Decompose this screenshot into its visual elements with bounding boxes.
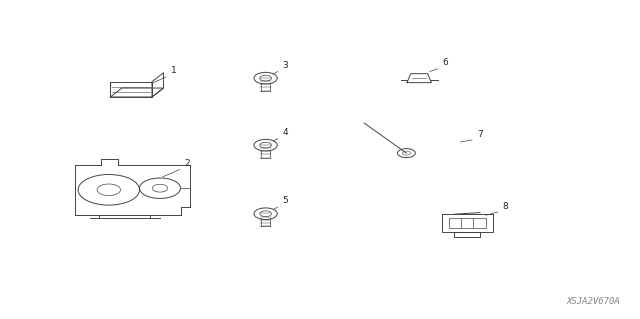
Text: XSJA2V670A: XSJA2V670A [567,297,621,306]
Text: 5: 5 [282,196,288,205]
Text: 8: 8 [502,202,508,211]
Text: 1: 1 [171,66,177,75]
Bar [449,218,486,228]
Text: 6: 6 [442,58,448,67]
Text: 3: 3 [282,61,288,70]
Text: 7: 7 [477,130,483,139]
Text: 2: 2 [184,159,190,168]
Bar [442,214,493,232]
Text: 4: 4 [282,128,288,137]
